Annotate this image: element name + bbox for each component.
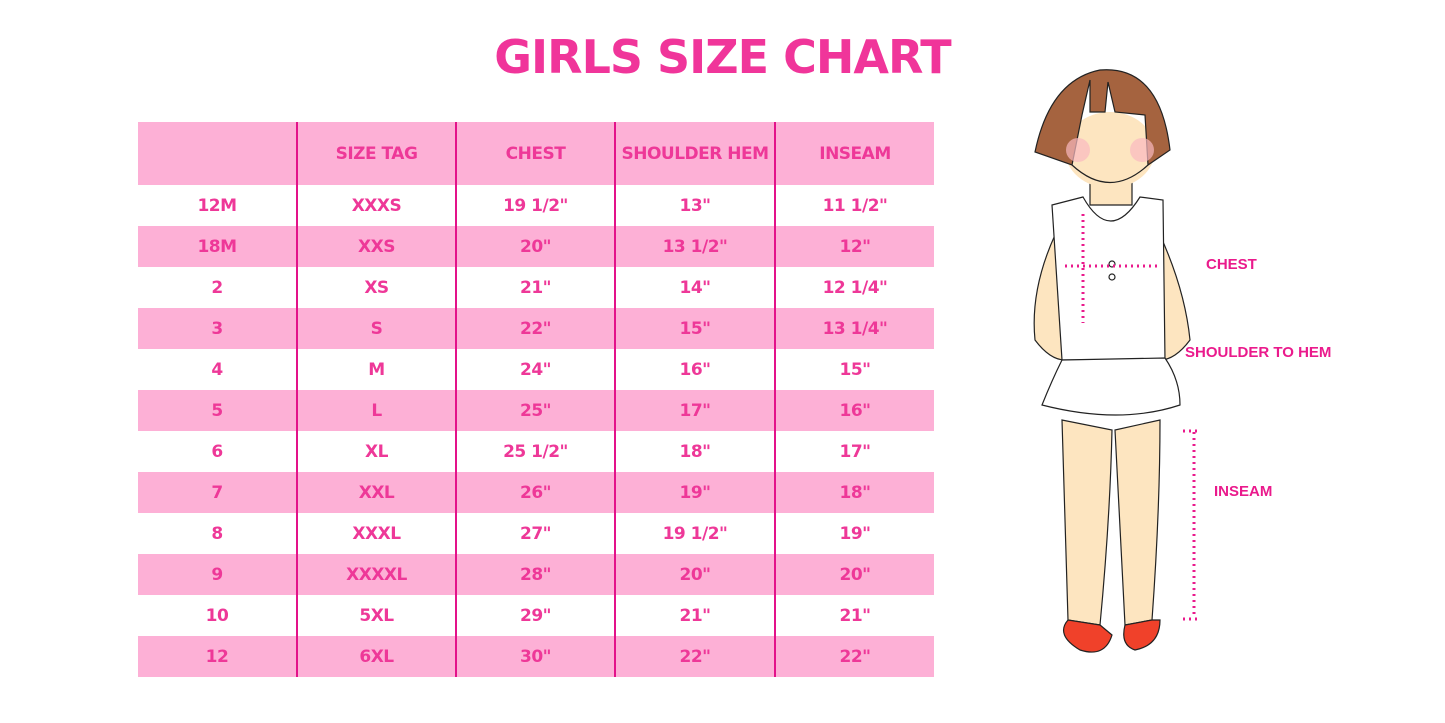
table-cell: 13": [614, 185, 775, 226]
table-cell: 2: [211, 277, 223, 298]
header-row: SIZE TAG CHEST SHOULDER HEM INSEAM: [138, 122, 934, 185]
table-cell: XL: [296, 431, 456, 472]
table-row: 6 XL 25 1/2" 18" 17": [138, 431, 934, 472]
table-cell: 16": [614, 349, 775, 390]
table-cell: 19": [774, 513, 934, 554]
table-cell: 5: [138, 390, 297, 431]
table-cell: 25": [455, 390, 615, 431]
table-cell: 16": [774, 390, 934, 431]
table-cell: 13 1/4": [774, 308, 934, 349]
table-cell: 17": [614, 390, 775, 431]
size-chart-table: SIZE TAG CHEST SHOULDER HEM INSEAM 12M XXXS 19…: [138, 122, 934, 677]
table-row: 8 XXXL 27" 19 1/2" 19": [138, 513, 934, 554]
table-cell: 9: [138, 554, 297, 595]
column-header: INSEAM: [774, 122, 934, 185]
table-cell: XXXL: [296, 513, 456, 554]
table-cell: 20": [455, 226, 615, 267]
page-title: GIRLS SIZE CHART: [494, 30, 951, 84]
table-cell: 21": [455, 267, 615, 308]
table-cell: 24": [455, 349, 615, 390]
table-cell: 10: [205, 605, 229, 626]
column-header: SHOULDER HEM: [614, 122, 775, 185]
table-row: 7 XXL 26" 19" 18": [138, 472, 934, 513]
table-cell: 22": [614, 636, 775, 677]
table-cell: 12": [774, 226, 934, 267]
table-cell: 26": [455, 472, 615, 513]
table-cell: XXS: [296, 226, 456, 267]
table-row: 3 S 22" 15" 13 1/4": [138, 308, 934, 349]
table-row: 12 6XL 30" 22" 22": [138, 636, 934, 677]
table-cell: M: [296, 349, 456, 390]
table-cell: 28": [455, 554, 615, 595]
table-cell: 15": [774, 349, 934, 390]
table-cell: XXL: [296, 472, 456, 513]
table-cell: 11 1/2": [774, 185, 934, 226]
table-cell: 25 1/2": [455, 431, 615, 472]
table-cell: 21": [614, 595, 775, 636]
girl-measurement-illustration: [1033, 69, 1201, 653]
table-cell: L: [296, 390, 456, 431]
table-cell: 18": [774, 472, 934, 513]
table-row: 2 XS 21" 14" 12 1/4": [138, 267, 934, 308]
inseam-label: INSEAM: [1214, 483, 1273, 500]
table-row: 18M XXS 20" 13 1/2" 12": [138, 226, 934, 267]
table-cell: 21": [774, 595, 934, 636]
table-cell: 7: [138, 472, 297, 513]
table-cell: 22": [774, 636, 934, 677]
table-cell: 18": [614, 431, 775, 472]
table-cell: 5XL: [296, 595, 456, 636]
table-cell: 12M: [197, 195, 237, 216]
table-cell: 19 1/2": [614, 513, 775, 554]
shoulder-to-hem-label: SHOULDER TO HEM: [1185, 344, 1332, 361]
table-row: 4 M 24" 16" 15": [138, 349, 934, 390]
table-cell: 4: [211, 359, 223, 380]
table-row: 10 5XL 29" 21" 21": [138, 595, 934, 636]
table-cell: 30": [455, 636, 615, 677]
table-row: 12M XXXS 19 1/2" 13" 11 1/2": [138, 185, 934, 226]
table-cell: XXXXL: [296, 554, 456, 595]
table-cell: 29": [455, 595, 615, 636]
table-cell: 14": [614, 267, 775, 308]
table-cell: 20": [774, 554, 934, 595]
table-cell: S: [296, 308, 456, 349]
table-row: 9 XXXXL 28" 20" 20": [138, 554, 934, 595]
table-row: 5 L 25" 17" 16": [138, 390, 934, 431]
table-cell: 12 1/4": [774, 267, 934, 308]
table-cell: 6XL: [296, 636, 456, 677]
table-cell: 27": [455, 513, 615, 554]
column-header: CHEST: [455, 122, 615, 185]
table-cell: 18M: [138, 226, 297, 267]
table-cell: 13 1/2": [614, 226, 775, 267]
table-cell: 22": [455, 308, 615, 349]
column-header: [138, 122, 297, 185]
table-cell: 3: [138, 308, 297, 349]
table-cell: 8: [211, 523, 223, 544]
table-cell: 19 1/2": [455, 185, 615, 226]
table-cell: 19": [614, 472, 775, 513]
table-cell: XXXS: [296, 185, 456, 226]
table-cell: XS: [296, 267, 456, 308]
table-cell: 17": [774, 431, 934, 472]
table-cell: 15": [614, 308, 775, 349]
chest-label: CHEST: [1206, 256, 1257, 273]
column-header: SIZE TAG: [296, 122, 456, 185]
table-cell: 12: [138, 636, 297, 677]
table-cell: 20": [614, 554, 775, 595]
table-cell: 6: [211, 441, 223, 462]
